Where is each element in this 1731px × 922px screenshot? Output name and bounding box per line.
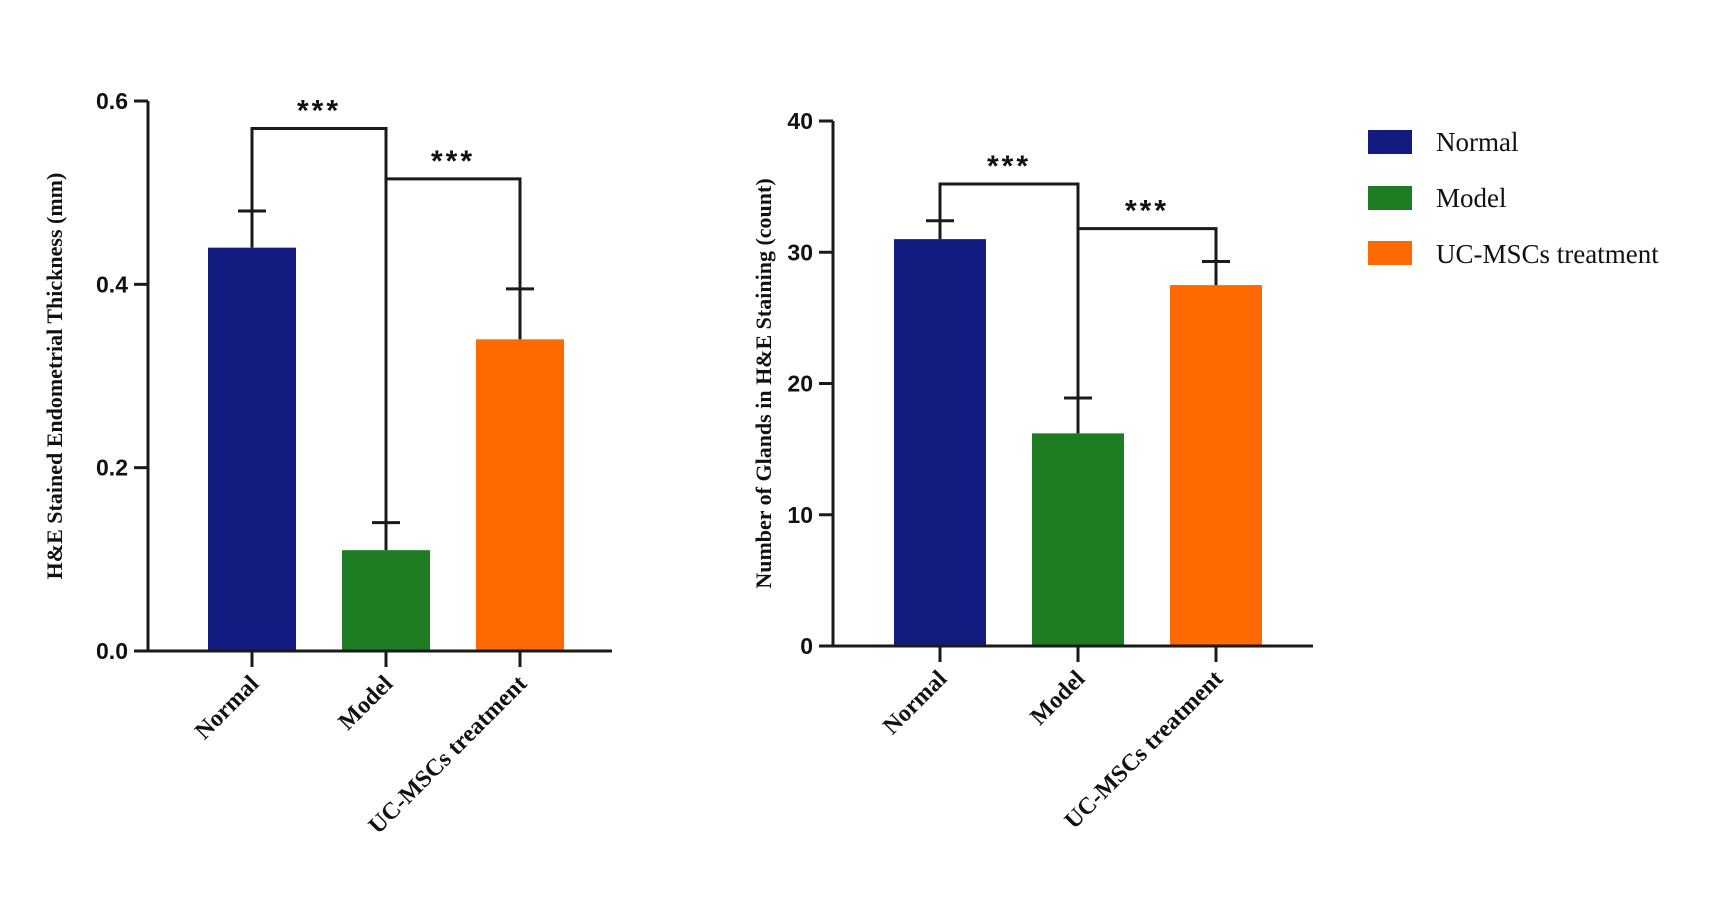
y-tick-label: 40 (787, 108, 813, 134)
y-tick-label: 10 (787, 502, 813, 528)
significance-bracket-2 (1076, 227, 1218, 398)
y-tick-label: 0 (800, 633, 813, 659)
y-tick-label: 0.2 (96, 455, 128, 481)
legend-swatch-model (1368, 186, 1412, 210)
bar-uc-mscs-treatment (476, 339, 564, 651)
y-tick-label: 0.0 (96, 638, 128, 664)
bar-normal (208, 247, 296, 651)
significance-label-1: *** (297, 95, 341, 128)
significance-label-1: *** (987, 150, 1031, 183)
y-tick-label: 20 (787, 371, 813, 397)
bar-model (342, 550, 430, 651)
legend-label-normal: Normal (1436, 127, 1518, 157)
bar-normal (894, 239, 986, 646)
legend-swatch-uc-mscs-treatment (1368, 241, 1412, 265)
y-tick-label: 30 (787, 239, 813, 265)
y-tick-label: 0.6 (96, 88, 128, 114)
legend-label-uc-mscs-treatment: UC-MSCs treatment (1436, 239, 1659, 269)
y-tick-label: 0.4 (96, 271, 128, 297)
significance-label-2: *** (1125, 195, 1169, 228)
bar-model (1032, 433, 1124, 646)
legend-swatch-normal (1368, 130, 1412, 154)
y-axis-title: Number of Glands in H&E Staining (count) (751, 178, 776, 588)
significance-label-2: *** (431, 145, 475, 178)
y-axis-title: H&E Stained Endometrial Thickness (mm) (42, 173, 67, 580)
legend: Normal Model UC-MSCs treatment (1368, 127, 1659, 269)
bar-uc-mscs-treatment (1170, 285, 1262, 646)
legend-label-model: Model (1436, 183, 1507, 213)
significance-bracket-2 (384, 177, 522, 523)
